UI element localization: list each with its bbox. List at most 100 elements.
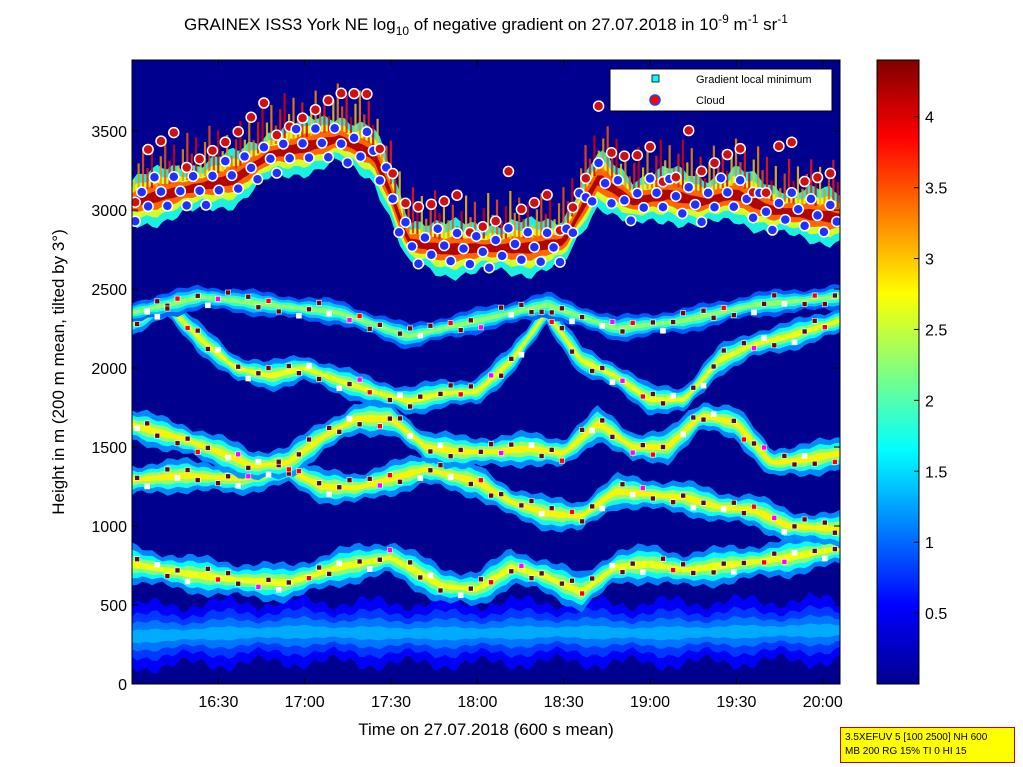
cloud-marker: [354, 150, 367, 163]
cloud-marker: [477, 246, 489, 258]
cloud-marker: [399, 216, 412, 229]
gradient-minimum-marker: [791, 523, 798, 530]
cloud-marker: [232, 125, 244, 138]
cloud-marker: [271, 167, 283, 179]
gradient-minimum-marker: [508, 311, 515, 318]
cloud-marker: [477, 220, 489, 233]
gradient-minimum-marker: [285, 579, 292, 586]
cloud-marker: [431, 222, 444, 235]
cloud-marker: [193, 184, 206, 197]
gradient-minimum-marker: [245, 375, 252, 382]
gradient-minimum-marker: [650, 319, 656, 326]
gradient-minimum-marker: [528, 309, 535, 315]
plot-frame: [131, 59, 841, 685]
gradient-minimum-marker: [205, 565, 211, 572]
gradient-minimum-marker: [235, 451, 241, 458]
gradient-minimum-marker: [548, 319, 555, 325]
cloud-marker: [245, 111, 257, 124]
gradient-minimum-marker: [569, 348, 575, 355]
gradient-minimum-marker: [215, 296, 221, 302]
gradient-minimum-marker: [498, 491, 505, 497]
legend-label-gradient-minimum: Gradient local minimum: [696, 74, 812, 86]
cloud-marker: [335, 87, 347, 100]
cloud-marker: [785, 186, 798, 199]
gradient-minimum-marker: [417, 475, 424, 482]
cloud-marker: [348, 132, 360, 144]
gradient-minimum-marker: [548, 446, 555, 453]
cloud-marker: [528, 197, 541, 209]
x-axis-ticks: 16:30 17:00 17:30 18:00 18:30 19:00 19:30 20:00: [198, 60, 843, 711]
gradient-minimum-marker: [629, 560, 636, 567]
gradient-minimum-marker: [589, 575, 596, 582]
cloud-marker: [283, 152, 296, 164]
cloud-marker: [773, 140, 785, 152]
gradient-minimum-marker: [265, 298, 272, 304]
cloud-marker: [760, 206, 772, 218]
gradient-minimum-marker: [589, 368, 596, 374]
gradient-minimum-marker: [174, 567, 181, 574]
gradient-minimum-marker: [397, 330, 403, 337]
gradient-minimum-marker: [559, 325, 565, 332]
legend-label-cloud: Cloud: [696, 95, 725, 107]
gradient-minimum-marker: [720, 347, 727, 354]
gradient-minimum-marker: [215, 480, 221, 487]
gradient-minimum-marker: [680, 492, 687, 499]
cloud-marker: [811, 209, 824, 222]
gradient-minimum-marker: [225, 454, 231, 461]
gradient-minimum-marker: [164, 305, 171, 312]
gradient-minimum-marker: [356, 376, 363, 383]
layer-band: [132, 537, 840, 606]
cloud-marker: [644, 141, 656, 153]
gradient-minimum-marker: [791, 461, 798, 468]
cloud-marker: [419, 231, 431, 244]
legend-box: [609, 68, 833, 112]
gradient-minimum-marker: [215, 346, 221, 353]
colorbar-tick-label: 4: [925, 110, 934, 127]
gradient-minimum-marker: [559, 457, 565, 464]
cloud-marker: [715, 172, 727, 184]
gradient-minimum-marker: [832, 529, 838, 536]
gradient-minimum-marker: [457, 592, 464, 599]
cloud-marker: [779, 213, 792, 226]
gradient-minimum-marker: [609, 379, 616, 385]
cloud-marker: [747, 211, 759, 224]
gradient-minimum-marker: [821, 519, 828, 526]
gradient-minimum-marker: [255, 304, 262, 311]
gradient-minimum-marker: [144, 420, 150, 427]
gradient-minimum-marker: [356, 313, 363, 319]
gradient-minimum-marker: [508, 568, 515, 575]
gradient-minimum-marker: [832, 292, 838, 299]
gradient-minimum-marker: [720, 305, 727, 311]
gradient-minimum-marker: [296, 312, 302, 319]
cloud-marker: [818, 226, 830, 238]
gradient-minimum-marker: [134, 321, 140, 327]
gradient-minimum-marker: [791, 339, 798, 345]
cloud-marker: [374, 174, 386, 187]
gradient-minimum-marker: [366, 326, 373, 332]
cloud-marker: [657, 201, 669, 213]
gradient-minimum-marker: [417, 393, 424, 400]
y-tick-label: 2000: [91, 361, 127, 378]
cloud-marker: [322, 94, 335, 107]
layer-band: [132, 410, 840, 472]
gradient-minimum-marker: [397, 415, 403, 422]
cloud-marker: [451, 189, 463, 201]
gradient-minimum-marker: [488, 372, 494, 379]
cloud-marker: [824, 167, 837, 180]
gradient-minimum-marker: [387, 397, 393, 403]
gradient-minimum-marker: [437, 391, 444, 397]
cloud-marker: [676, 207, 689, 220]
cloud-marker: [187, 170, 199, 183]
cloud-marker: [605, 197, 618, 210]
gradient-minimum-marker: [296, 468, 302, 474]
gradient-minimum-marker: [154, 561, 161, 568]
cloud-marker: [264, 152, 277, 165]
cloud-marker: [470, 230, 483, 242]
cloud-marker: [464, 258, 476, 270]
cloud-marker: [586, 195, 598, 208]
cloud-marker: [489, 215, 502, 227]
gradient-minimum-marker: [508, 441, 515, 448]
gradient-minimum-marker: [225, 570, 231, 576]
cloud-marker: [361, 126, 373, 138]
gradient-minimum-marker: [609, 318, 616, 325]
